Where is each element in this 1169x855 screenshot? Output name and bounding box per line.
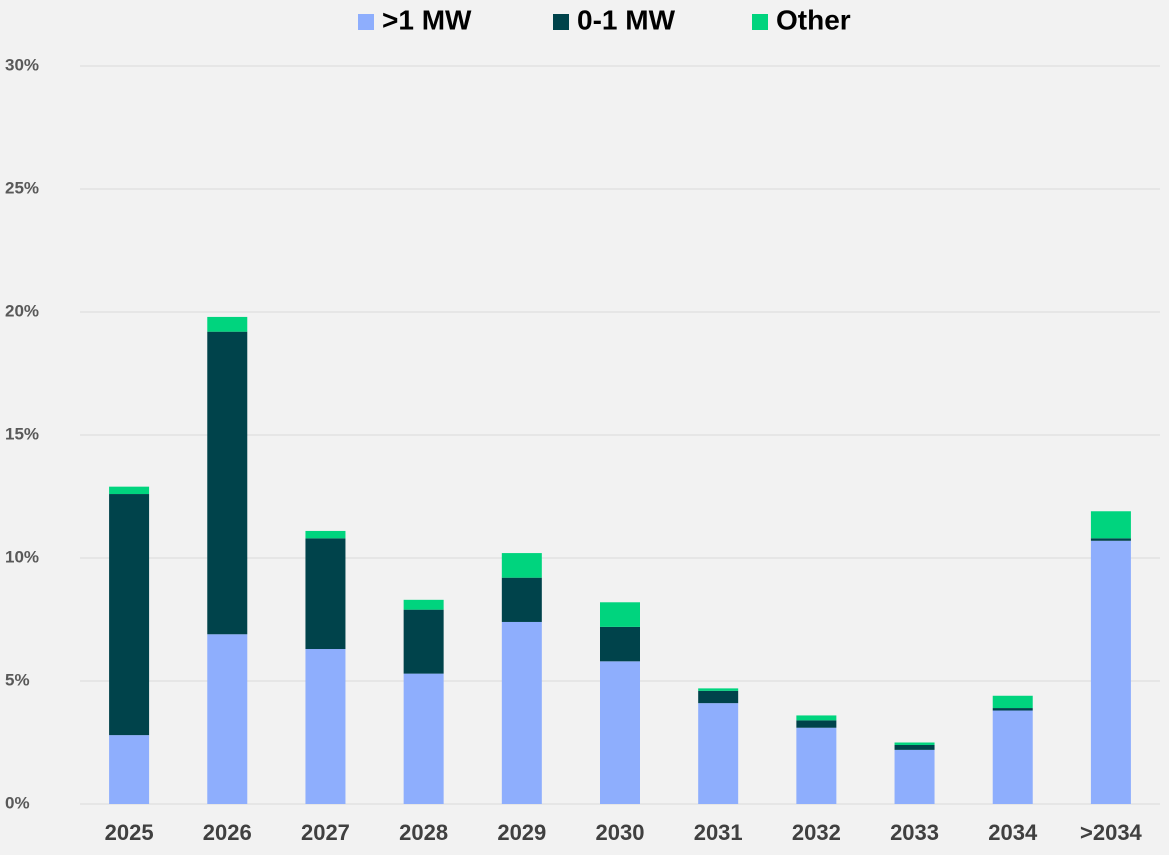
y-tick-label: 10% bbox=[5, 547, 39, 566]
bar-segment bbox=[403, 599, 444, 610]
bar-segment bbox=[992, 708, 1033, 711]
bar-segment bbox=[207, 634, 248, 804]
bar-segment bbox=[1090, 538, 1131, 541]
x-tick-label: 2031 bbox=[694, 820, 743, 845]
y-tick-label: 20% bbox=[5, 301, 39, 320]
legend-label: >1 MW bbox=[382, 4, 472, 35]
bar-segment bbox=[600, 661, 640, 804]
y-tick-label: 5% bbox=[5, 670, 30, 689]
x-tick-label: 2025 bbox=[105, 820, 154, 845]
x-tick-label: 2030 bbox=[596, 820, 645, 845]
bar-segment bbox=[894, 744, 935, 750]
x-tick-label: 2029 bbox=[497, 820, 546, 845]
bar-segment bbox=[501, 621, 542, 804]
x-tick-label: 2028 bbox=[399, 820, 448, 845]
y-tick-label: 30% bbox=[5, 55, 39, 74]
bar-segment bbox=[698, 688, 739, 691]
bar-segment bbox=[600, 626, 640, 662]
x-tick-label: >2034 bbox=[1080, 820, 1143, 845]
y-tick-label: 25% bbox=[5, 178, 39, 197]
bar-segment bbox=[600, 602, 640, 627]
bar-segment bbox=[894, 742, 935, 745]
x-tick-label: 2032 bbox=[792, 820, 841, 845]
legend-label: 0-1 MW bbox=[577, 4, 676, 35]
y-tick-label: 15% bbox=[5, 424, 39, 443]
x-tick-label: 2033 bbox=[890, 820, 939, 845]
legend-swatch bbox=[752, 14, 768, 30]
bar-segment bbox=[894, 749, 935, 804]
legend-swatch bbox=[358, 14, 374, 30]
bar-segment bbox=[207, 331, 248, 635]
bar-segment bbox=[109, 735, 150, 804]
bar-segment bbox=[796, 720, 837, 728]
bar-segment bbox=[796, 715, 837, 721]
bar-segment bbox=[992, 695, 1033, 709]
bar-segment bbox=[501, 577, 542, 622]
bar-segment bbox=[698, 703, 739, 804]
bar-segment bbox=[109, 494, 150, 736]
legend-label: Other bbox=[776, 4, 851, 35]
y-tick-label: 0% bbox=[5, 793, 30, 812]
bar-segment bbox=[305, 530, 346, 539]
legend-swatch bbox=[553, 14, 569, 30]
bar-segment bbox=[501, 553, 542, 578]
bar-segment bbox=[698, 690, 739, 704]
x-tick-label: 2027 bbox=[301, 820, 350, 845]
bar-segment bbox=[1090, 540, 1131, 804]
x-tick-label: 2026 bbox=[203, 820, 252, 845]
bar-segment bbox=[992, 710, 1033, 804]
bar-segment bbox=[305, 538, 346, 650]
bar-segment bbox=[1090, 511, 1131, 539]
bar-segment bbox=[403, 609, 444, 674]
bar-segment bbox=[207, 316, 248, 332]
bar-segment bbox=[796, 727, 837, 804]
bar-segment bbox=[305, 649, 346, 804]
bar-segment bbox=[109, 486, 150, 495]
bar-segment bbox=[403, 673, 444, 804]
x-tick-label: 2034 bbox=[988, 820, 1038, 845]
